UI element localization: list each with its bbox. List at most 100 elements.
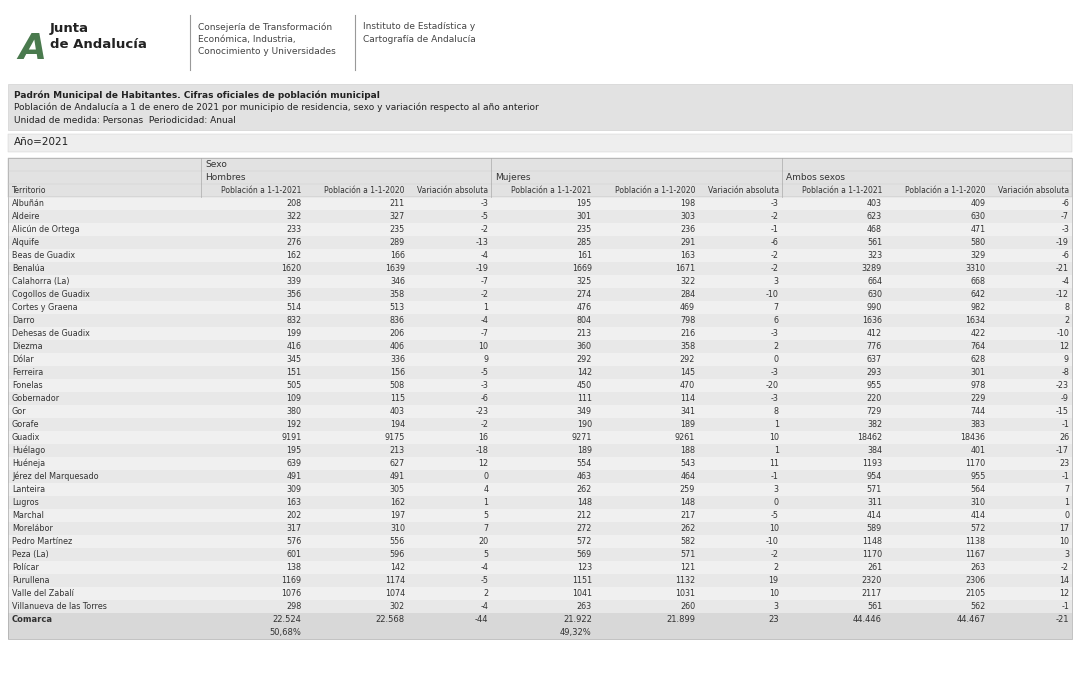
Text: Padrón Municipal de Habitantes. Cifras oficiales de población municipal: Padrón Municipal de Habitantes. Cifras o… — [14, 90, 380, 99]
Text: 508: 508 — [390, 381, 405, 390]
Text: -21: -21 — [1055, 615, 1069, 624]
Text: 188: 188 — [680, 446, 696, 455]
Text: 163: 163 — [680, 251, 696, 260]
Text: 163: 163 — [286, 498, 301, 507]
Text: Lanteira: Lanteira — [12, 485, 45, 494]
Text: 9: 9 — [1064, 355, 1069, 364]
Bar — [8, 366, 1072, 379]
Text: 954: 954 — [867, 472, 882, 481]
Text: 664: 664 — [867, 277, 882, 286]
Text: -6: -6 — [1062, 251, 1069, 260]
Text: 276: 276 — [286, 238, 301, 247]
Bar — [8, 379, 1072, 392]
Text: 554: 554 — [577, 459, 592, 468]
Text: 360: 360 — [577, 342, 592, 351]
Text: Purullena: Purullena — [12, 576, 50, 585]
Text: -8: -8 — [1062, 368, 1069, 377]
Text: 580: 580 — [971, 238, 986, 247]
Text: 192: 192 — [286, 420, 301, 429]
Text: -23: -23 — [1056, 381, 1069, 390]
Text: 190: 190 — [577, 420, 592, 429]
Text: 310: 310 — [390, 524, 405, 533]
Text: 309: 309 — [286, 485, 301, 494]
Text: 208: 208 — [286, 199, 301, 208]
Text: 2105: 2105 — [966, 589, 986, 598]
Text: 4: 4 — [484, 485, 488, 494]
Text: -19: -19 — [475, 264, 488, 273]
Text: 5: 5 — [483, 550, 488, 559]
Text: -2: -2 — [481, 290, 488, 299]
Text: 263: 263 — [971, 563, 986, 572]
Text: 1170: 1170 — [862, 550, 882, 559]
Text: 744: 744 — [971, 407, 986, 416]
Text: 305: 305 — [390, 485, 405, 494]
Text: 189: 189 — [680, 420, 696, 429]
Bar — [8, 470, 1072, 483]
Text: 162: 162 — [286, 251, 301, 260]
Text: Guadix: Guadix — [12, 433, 40, 442]
Text: 627: 627 — [390, 459, 405, 468]
Text: Beas de Guadix: Beas de Guadix — [12, 251, 76, 260]
Text: 301: 301 — [577, 212, 592, 221]
Text: Valle del Zabalí: Valle del Zabalí — [12, 589, 73, 598]
Text: Ambos sexos: Ambos sexos — [786, 173, 845, 182]
Text: 292: 292 — [577, 355, 592, 364]
Text: 623: 623 — [867, 212, 882, 221]
Bar — [8, 158, 1072, 197]
Text: -5: -5 — [481, 212, 488, 221]
Text: 383: 383 — [971, 420, 986, 429]
Text: -10: -10 — [766, 537, 779, 546]
Text: 2320: 2320 — [862, 576, 882, 585]
Text: 44.467: 44.467 — [957, 615, 986, 624]
Text: 12: 12 — [1058, 589, 1069, 598]
Bar — [8, 561, 1072, 574]
Text: 513: 513 — [390, 303, 405, 312]
Text: 22.524: 22.524 — [272, 615, 301, 624]
Text: -4: -4 — [1062, 277, 1069, 286]
Text: Gobernador: Gobernador — [12, 394, 60, 403]
Text: 978: 978 — [970, 381, 986, 390]
Text: -1: -1 — [1062, 472, 1069, 481]
Text: 166: 166 — [390, 251, 405, 260]
Text: -10: -10 — [766, 290, 779, 299]
Text: 263: 263 — [577, 602, 592, 611]
Text: -3: -3 — [771, 394, 779, 403]
Text: 3310: 3310 — [966, 264, 986, 273]
Text: 470: 470 — [680, 381, 696, 390]
Text: -5: -5 — [481, 576, 488, 585]
Text: 468: 468 — [867, 225, 882, 234]
Text: 123: 123 — [577, 563, 592, 572]
Text: -1: -1 — [1062, 602, 1069, 611]
Text: 414: 414 — [971, 511, 986, 520]
Text: 382: 382 — [867, 420, 882, 429]
Text: 14: 14 — [1059, 576, 1069, 585]
Text: 162: 162 — [390, 498, 405, 507]
Text: -7: -7 — [1061, 212, 1069, 221]
Text: 345: 345 — [286, 355, 301, 364]
Text: Hombres: Hombres — [205, 173, 245, 182]
Text: 311: 311 — [867, 498, 882, 507]
Text: 235: 235 — [577, 225, 592, 234]
Text: Cogollos de Guadix: Cogollos de Guadix — [12, 290, 90, 299]
Text: 115: 115 — [390, 394, 405, 403]
Text: 729: 729 — [867, 407, 882, 416]
Text: 990: 990 — [867, 303, 882, 312]
Bar — [8, 457, 1072, 470]
Bar — [8, 626, 1072, 639]
Text: 145: 145 — [680, 368, 696, 377]
Text: 1138: 1138 — [966, 537, 986, 546]
Text: 1169: 1169 — [282, 576, 301, 585]
Text: 284: 284 — [680, 290, 696, 299]
Text: 291: 291 — [680, 238, 696, 247]
Text: 3: 3 — [1064, 550, 1069, 559]
Text: -15: -15 — [1056, 407, 1069, 416]
Text: 0: 0 — [773, 498, 779, 507]
Text: -3: -3 — [481, 381, 488, 390]
Text: 20: 20 — [478, 537, 488, 546]
Bar — [8, 353, 1072, 366]
Text: 543: 543 — [680, 459, 696, 468]
Text: 1639: 1639 — [384, 264, 405, 273]
Text: Marchal: Marchal — [12, 511, 44, 520]
Text: -21: -21 — [1056, 264, 1069, 273]
Bar — [8, 431, 1072, 444]
